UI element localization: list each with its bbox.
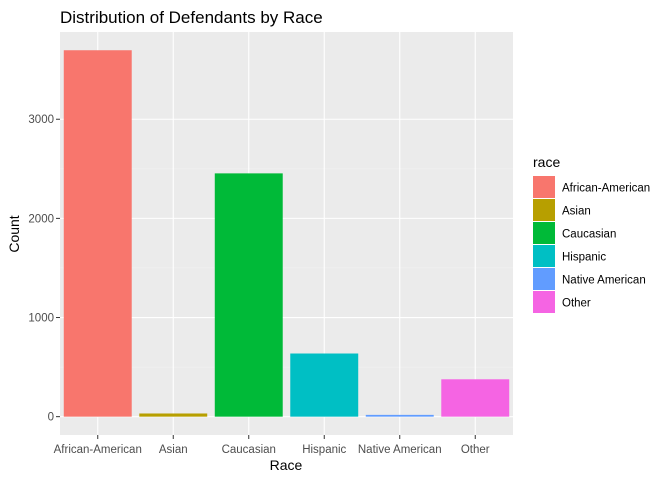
y-tick-label: 1000	[28, 313, 54, 325]
legend-label: Hispanic	[562, 252, 606, 264]
legend-key	[533, 199, 555, 221]
y-tick-label: 2000	[28, 213, 54, 225]
chart-title: Distribution of Defendants by Race	[60, 8, 323, 27]
legend-key	[533, 291, 555, 313]
plot-panel	[60, 32, 513, 435]
y-tick-label: 3000	[28, 114, 54, 126]
legend-key	[533, 245, 555, 267]
y-axis: 0 1000 2000 3000	[28, 114, 60, 424]
legend-key	[533, 222, 555, 244]
x-tick-label: Asian	[159, 444, 188, 456]
legend-title: race	[533, 154, 560, 170]
x-tick-label: Caucasian	[222, 444, 276, 456]
x-tick-label: Hispanic	[302, 444, 346, 456]
bar-asian	[139, 413, 208, 417]
legend-label: African-American	[562, 183, 650, 195]
x-tick-label: Other	[461, 444, 490, 456]
y-tick-label: 0	[48, 412, 54, 424]
x-tick-label: African-American	[54, 444, 142, 456]
y-axis-title: Count	[6, 215, 22, 252]
x-tick-label: Native American	[358, 444, 442, 456]
bar-hispanic	[290, 353, 359, 417]
legend: race African-American Asian Caucasian Hispa…	[533, 154, 650, 313]
x-axis-title: Race	[270, 457, 303, 473]
bar-native-american	[365, 414, 434, 417]
legend-label: Other	[562, 298, 591, 310]
bar-other	[441, 379, 510, 417]
legend-key	[533, 176, 555, 198]
bar-african-american	[63, 50, 132, 417]
x-axis: African-American Asian Caucasian Hispanic Na…	[54, 435, 490, 456]
legend-label: Asian	[562, 206, 591, 218]
legend-label: Native American	[562, 275, 646, 287]
legend-label: Caucasian	[562, 229, 616, 241]
bars	[63, 50, 510, 417]
bar-caucasian	[214, 173, 283, 417]
legend-key	[533, 268, 555, 290]
